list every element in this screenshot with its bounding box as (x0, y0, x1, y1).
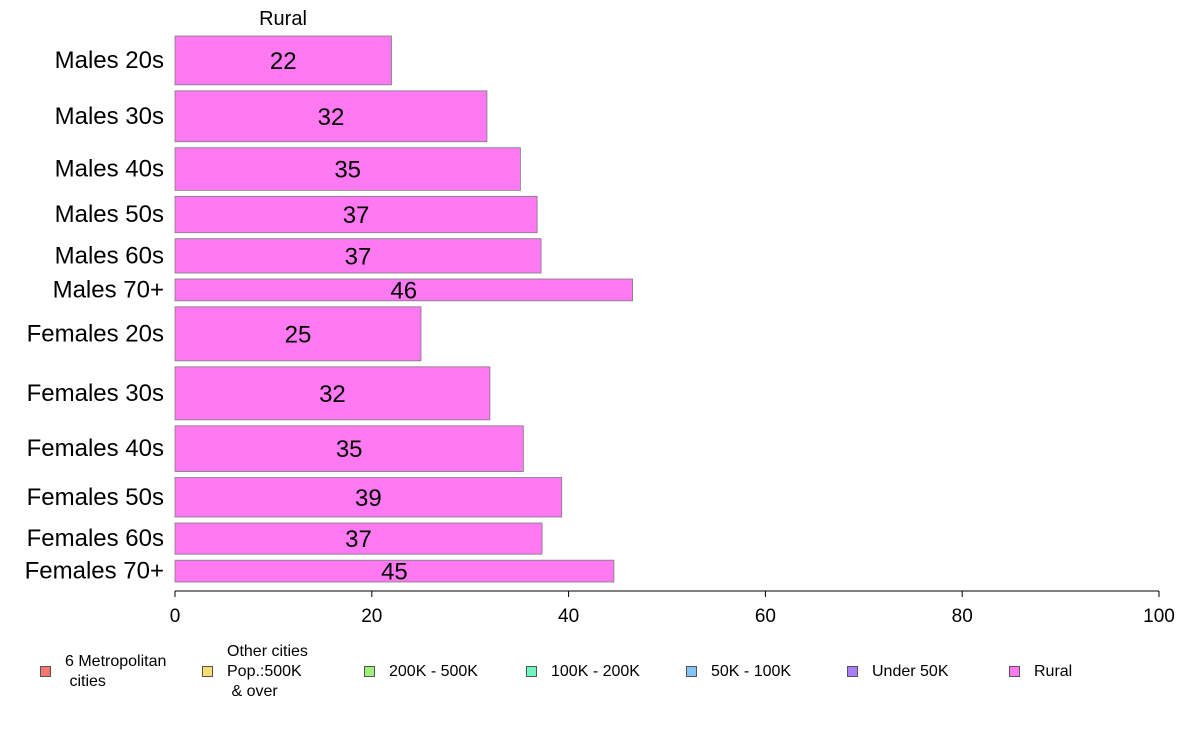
legend-swatch (1009, 666, 1020, 677)
x-tick-label: 0 (170, 606, 181, 627)
legend-swatch (686, 666, 697, 677)
category-label: Females 70+ (25, 558, 164, 585)
legend: 6 Metropolitan cities Other cities Pop.:5… (0, 640, 1188, 710)
bar-value-label: 32 (318, 104, 345, 131)
legend-label: 100K - 200K (551, 663, 640, 680)
legend-label: 50K - 100K (711, 663, 792, 680)
bar (174, 366, 491, 421)
category-label: Females 40s (27, 435, 164, 462)
bar (174, 90, 488, 143)
bar (174, 147, 521, 191)
legend-label: Other cities Pop.:500K & over (227, 643, 308, 700)
bar-value-label: 22 (270, 48, 297, 75)
bar (174, 35, 392, 86)
category-label: Males 70+ (53, 276, 164, 303)
legend-swatch (364, 666, 375, 677)
panel-title: Rural (259, 8, 307, 30)
x-tick-label: 60 (755, 606, 776, 627)
category-label: Males 50s (55, 201, 164, 228)
bars-group: Males 20s 22 Males 30s 32 Males 40s 35 Males 5… (25, 35, 633, 586)
x-axis: 0 20 40 60 80 100 (170, 590, 1175, 627)
bar-value-label: 45 (381, 559, 408, 586)
legend-swatch (526, 666, 537, 677)
bar (174, 425, 524, 472)
bar (174, 278, 633, 302)
legend-swatch (202, 666, 213, 677)
bar-value-label: 37 (343, 202, 370, 229)
category-label: Males 30s (55, 103, 164, 130)
bar (174, 559, 615, 583)
bar (174, 522, 543, 555)
bar-value-label: 35 (334, 157, 361, 184)
bar (174, 238, 542, 274)
legend-swatch (40, 666, 51, 677)
category-label: Females 30s (27, 380, 164, 407)
x-tick-label: 40 (558, 606, 579, 627)
legend-label: 6 Metropolitan cities (65, 653, 167, 690)
category-label: Females 60s (27, 525, 164, 552)
bar (174, 477, 563, 518)
legend-label: Under 50K (872, 663, 949, 680)
bar-value-label: 39 (355, 485, 382, 512)
bar-value-label: 46 (390, 277, 417, 304)
legend-swatch (847, 666, 858, 677)
category-label: Females 50s (27, 484, 164, 511)
bar-value-label: 32 (319, 381, 346, 408)
bar (174, 195, 538, 234)
bar-value-label: 35 (336, 436, 363, 463)
category-label: Males 40s (55, 156, 164, 183)
bar (174, 306, 422, 362)
bar-value-label: 25 (285, 321, 312, 348)
x-tick-label: 80 (952, 606, 973, 627)
bar-value-label: 37 (345, 526, 372, 553)
x-tick-label: 20 (361, 606, 382, 627)
legend-label: 200K - 500K (389, 663, 478, 680)
category-label: Males 60s (55, 242, 164, 269)
category-label: Males 20s (55, 47, 164, 74)
bar-value-label: 37 (345, 243, 372, 270)
legend-label: Rural (1034, 663, 1073, 680)
category-label: Females 20s (27, 320, 164, 347)
x-tick-label: 100 (1143, 606, 1175, 627)
